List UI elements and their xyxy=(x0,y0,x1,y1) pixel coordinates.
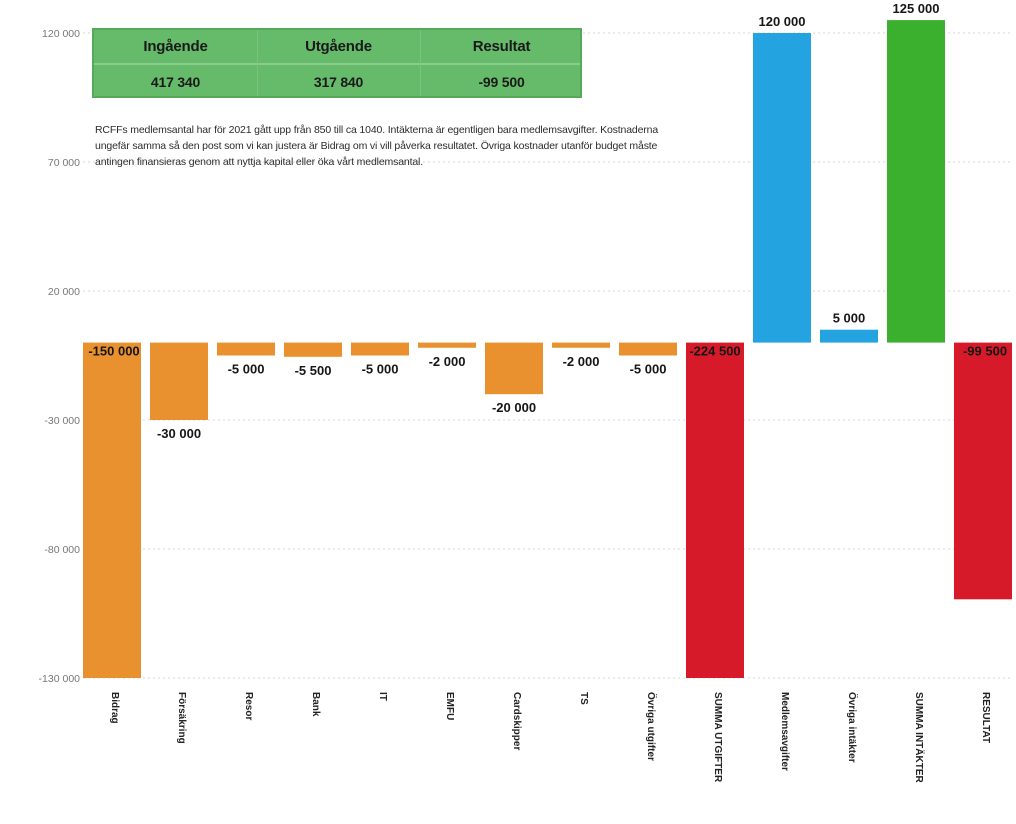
chart-note: RCFFs medlemsantal har för 2021 gått upp… xyxy=(95,124,659,168)
bar xyxy=(284,342,342,357)
x-tick-label: Övriga intäkter xyxy=(846,692,859,763)
bar xyxy=(485,342,543,395)
x-tick-label: IT xyxy=(377,692,388,701)
x-tick-label: SUMMA UTGIFTER xyxy=(712,692,723,783)
data-label: -20 000 xyxy=(492,400,536,415)
data-label: 120 000 xyxy=(759,14,806,29)
bar xyxy=(217,342,275,356)
data-label: -30 000 xyxy=(157,426,201,441)
x-tick-label: Försäkring xyxy=(176,692,187,744)
data-label: -5 000 xyxy=(362,362,399,377)
x-tick-label: SUMMA INTÄKTER xyxy=(913,692,926,784)
y-tick-label: 20 000 xyxy=(48,286,80,298)
bar xyxy=(83,342,141,678)
bar xyxy=(552,342,610,348)
xtick-layer: Bidrag Försäkring Resor Bank IT EMFU Cardskipp… xyxy=(109,692,991,784)
x-tick-label: TS xyxy=(578,692,589,705)
label-layer: -150 000 -30 000 -5 000 -5 500 -5 000 -2 000 -… xyxy=(88,1,1007,441)
bar xyxy=(351,342,409,356)
data-label: 125 000 xyxy=(893,1,940,16)
x-tick-label: RESULTAT xyxy=(980,692,991,743)
x-tick-label: Resor xyxy=(243,692,254,720)
summary-col-divider xyxy=(420,30,421,96)
x-tick-label: Övriga utgifter xyxy=(645,692,658,761)
y-tick-label: 120 000 xyxy=(42,28,80,40)
summary-value-resultat: -99 500 xyxy=(478,74,525,90)
bar xyxy=(150,342,208,420)
summary-header-utgaende: Utgående xyxy=(305,38,372,55)
bar xyxy=(887,20,945,343)
x-tick-label: Bank xyxy=(310,692,321,717)
y-tick-label: -130 000 xyxy=(39,673,81,685)
y-tick-label: 70 000 xyxy=(48,157,80,169)
summary-header-resultat: Resultat xyxy=(472,38,531,55)
bar-layer xyxy=(83,20,1012,678)
ytick-layer: 120 000 70 000 20 000 -30 000 -80 000 -130 00… xyxy=(39,28,81,685)
x-tick-label: Medlemsavgifter xyxy=(779,692,790,771)
bar xyxy=(418,342,476,348)
x-tick-label: Bidrag xyxy=(109,692,120,724)
bar xyxy=(619,342,677,356)
bar xyxy=(686,342,744,678)
data-label: -150 000 xyxy=(88,344,139,359)
y-tick-label: -30 000 xyxy=(44,415,80,427)
data-label: -224 500 xyxy=(689,344,740,359)
summary-table: Ingående Utgående Resultat 417 340 317 8… xyxy=(92,28,582,98)
data-label: -2 000 xyxy=(429,354,466,369)
summary-row-divider xyxy=(94,63,580,65)
y-tick-label: -80 000 xyxy=(44,544,80,556)
data-label: -5 000 xyxy=(630,362,667,377)
data-label: -5 500 xyxy=(295,363,332,378)
summary-header-ingaende: Ingående xyxy=(143,38,208,55)
x-tick-label: Cardskipper xyxy=(511,692,522,750)
bar xyxy=(954,342,1012,600)
data-label: 5 000 xyxy=(833,311,866,326)
data-label: -2 000 xyxy=(563,354,600,369)
x-tick-label: EMFU xyxy=(444,692,455,720)
bar xyxy=(753,33,811,343)
summary-value-utgaende: 317 840 xyxy=(313,74,364,90)
data-label: -99 500 xyxy=(963,344,1007,359)
summary-col-divider xyxy=(257,30,258,96)
bar xyxy=(820,329,878,343)
summary-value-ingaende: 417 340 xyxy=(150,74,201,90)
data-label: -5 000 xyxy=(228,362,265,377)
